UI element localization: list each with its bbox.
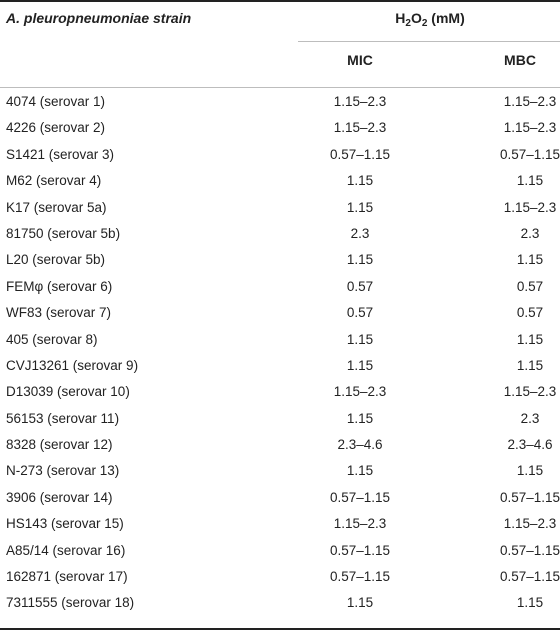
- strain-cell: 4226 (serovar 2): [6, 120, 106, 136]
- strain-cell: 7311555 (serovar 18): [6, 595, 135, 611]
- mbc-cell: 1.15: [516, 463, 544, 479]
- mbc-cell: 1.15: [516, 595, 544, 611]
- mbc-cell: 1.15–2.3: [503, 120, 557, 136]
- mic-cell: 0.57–1.15: [329, 542, 391, 558]
- mbc-cell: 1.15: [516, 357, 544, 373]
- table-row: M62 (serovar 4) 1.15 1.15: [0, 173, 560, 199]
- mbc-cell: 0.57: [516, 305, 544, 321]
- table-row: 7311555 (serovar 18) 1.15 1.15: [0, 595, 560, 621]
- table-body: 4074 (serovar 1) 1.15–2.3 1.15–2.3 4226 (se…: [0, 94, 560, 622]
- mic-cell: 0.57–1.15: [329, 146, 391, 162]
- strain-cell: FEMφ (serovar 6): [6, 278, 113, 294]
- group-header-suffix: (mM): [427, 10, 465, 26]
- group-header-subscript-1: 2: [405, 18, 411, 29]
- mbc-cell: 1.15–2.3: [503, 94, 557, 109]
- mbc-cell: 1.15–2.3: [503, 199, 557, 215]
- table-row: 4074 (serovar 1) 1.15–2.3 1.15–2.3: [0, 94, 560, 120]
- mbc-cell: 0.57: [516, 278, 544, 294]
- mbc-cell: 1.15–2.3: [503, 516, 557, 532]
- mic-cell: 0.57–1.15: [329, 489, 391, 505]
- mic-cell: 1.15: [346, 463, 374, 479]
- table-row: D13039 (serovar 10) 1.15–2.3 1.15–2.3: [0, 384, 560, 410]
- strain-cell: 162871 (serovar 17): [6, 569, 128, 585]
- mbc-cell: 1.15: [516, 252, 544, 268]
- mbc-cell: 2.3–4.6: [507, 437, 553, 453]
- mic-cell: 2.3–4.6: [337, 437, 383, 453]
- table-row: 8328 (serovar 12) 2.3–4.6 2.3–4.6: [0, 437, 560, 463]
- strain-cell: WF83 (serovar 7): [6, 305, 112, 321]
- mic-cell: 0.57–1.15: [329, 569, 391, 585]
- mic-cell: 1.15: [346, 199, 374, 215]
- mic-cell: 0.57: [346, 305, 374, 321]
- mic-cell: 1.15: [346, 331, 374, 347]
- table-row: 81750 (serovar 5b) 2.3 2.3: [0, 226, 560, 252]
- table-bottom-rule: [0, 628, 560, 630]
- table-row: HS143 (serovar 15) 1.15–2.3 1.15–2.3: [0, 516, 560, 542]
- mic-cell: 1.15: [346, 410, 374, 426]
- table-row: A85/14 (serovar 16) 0.57–1.15 0.57–1.15: [0, 543, 560, 569]
- mic-cell: 1.15: [346, 252, 374, 268]
- mic-cell: 1.15–2.3: [333, 516, 387, 532]
- mic-cell: 1.15–2.3: [333, 94, 387, 109]
- mic-cell: 1.15: [346, 173, 374, 189]
- group-header-prefix: H: [395, 10, 406, 26]
- group-header-mid: O: [410, 10, 422, 26]
- table-row: WF83 (serovar 7) 0.57 0.57: [0, 305, 560, 331]
- mbc-cell: 0.57–1.15: [499, 489, 560, 505]
- strain-cell: 8328 (serovar 12): [6, 437, 113, 453]
- mbc-cell: 2.3: [520, 225, 540, 241]
- mic-cell: 1.15–2.3: [333, 384, 387, 400]
- strain-cell: A85/14 (serovar 16): [6, 542, 126, 558]
- table-row: CVJ13261 (serovar 9) 1.15 1.15: [0, 358, 560, 384]
- mbc-cell: 2.3: [520, 410, 540, 426]
- strain-cell: S1421 (serovar 3): [6, 146, 115, 162]
- strain-cell: D13039 (serovar 10): [6, 384, 130, 400]
- mbc-cell: 0.57–1.15: [499, 146, 560, 162]
- table-row: N-273 (serovar 13) 1.15 1.15: [0, 463, 560, 489]
- strain-cell: K17 (serovar 5a): [6, 199, 107, 215]
- table-row: FEMφ (serovar 6) 0.57 0.57: [0, 279, 560, 305]
- mbc-cell: 0.57–1.15: [499, 542, 560, 558]
- strain-cell: 56153 (serovar 11): [6, 410, 120, 426]
- table-row: S1421 (serovar 3) 0.57–1.15 0.57–1.15: [0, 147, 560, 173]
- table-top-rule: [0, 0, 560, 2]
- strain-cell: M62 (serovar 4): [6, 173, 102, 189]
- strain-cell: L20 (serovar 5b): [6, 252, 106, 268]
- table-row: 4226 (serovar 2) 1.15–2.3 1.15–2.3: [0, 120, 560, 146]
- group-header-rule: [298, 41, 560, 42]
- mic-cell: 2.3: [350, 225, 370, 241]
- mbc-cell: 1.15: [516, 331, 544, 347]
- strain-cell: CVJ13261 (serovar 9): [6, 357, 139, 373]
- mbc-cell: 1.15–2.3: [503, 384, 557, 400]
- table-row: K17 (serovar 5a) 1.15 1.15–2.3: [0, 200, 560, 226]
- mic-cell: 0.57: [346, 278, 374, 294]
- mbc-cell: 0.57–1.15: [499, 569, 560, 585]
- strain-cell: N-273 (serovar 13): [6, 463, 120, 479]
- strain-cell: 81750 (serovar 5b): [6, 225, 121, 241]
- mbc-column-header: MBC: [504, 52, 536, 68]
- table-row: L20 (serovar 5b) 1.15 1.15: [0, 252, 560, 278]
- h2o2-group-header: H2O2 (mM): [360, 10, 500, 29]
- group-header-subscript-2: 2: [421, 18, 428, 29]
- table-row: 162871 (serovar 17) 0.57–1.15 0.57–1.15: [0, 569, 560, 595]
- table-row: 405 (serovar 8) 1.15 1.15: [0, 332, 560, 358]
- mic-cell: 1.15: [346, 595, 374, 611]
- mic-cell: 1.15: [346, 357, 374, 373]
- strain-column-header: A. pleuropneumoniae strain: [6, 10, 192, 26]
- mbc-cell: 1.15: [516, 173, 544, 189]
- strain-cell: HS143 (serovar 15): [6, 516, 124, 532]
- mic-column-header: MIC: [347, 52, 373, 68]
- strain-cell: 4074 (serovar 1): [6, 94, 106, 109]
- strain-cell: 405 (serovar 8): [6, 331, 98, 347]
- table-row: 56153 (serovar 11) 1.15 2.3: [0, 411, 560, 437]
- header-bottom-rule: [0, 87, 560, 88]
- strain-cell: 3906 (serovar 14): [6, 489, 113, 505]
- mic-cell: 1.15–2.3: [333, 120, 387, 136]
- table-row: 3906 (serovar 14) 0.57–1.15 0.57–1.15: [0, 490, 560, 516]
